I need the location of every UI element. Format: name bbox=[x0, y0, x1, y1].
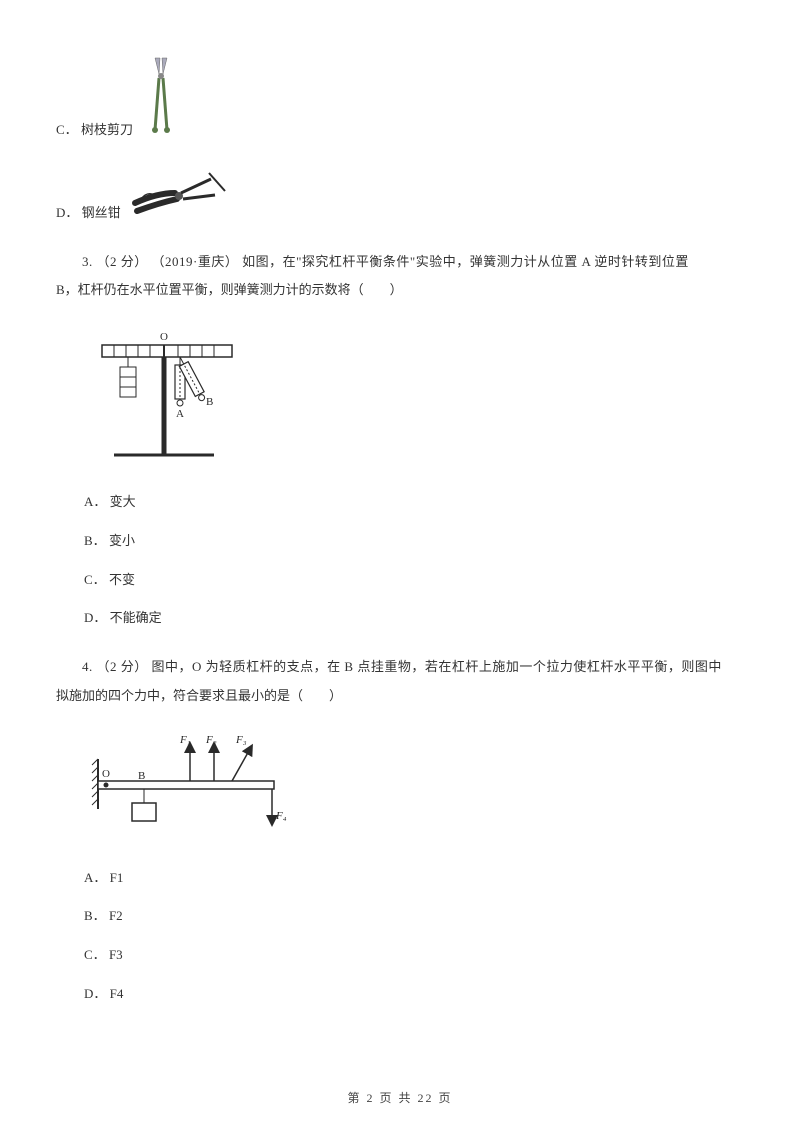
label-sep: ． bbox=[93, 908, 106, 923]
svg-text:F₃: F₃ bbox=[235, 734, 247, 746]
label-sep: ． bbox=[93, 947, 106, 962]
q4-points: （2 分） bbox=[97, 659, 148, 674]
svg-text:B: B bbox=[138, 770, 145, 782]
q4-figure: O B F₁ F₂ F₃ F₄ bbox=[84, 729, 744, 846]
q3-source: （2019·重庆） bbox=[152, 254, 239, 269]
q4-text-b: 拟施加的四个力中，符合要求且最小的是（ ） bbox=[56, 688, 342, 703]
label-letter: B bbox=[84, 908, 93, 923]
footer-middle: 页 共 bbox=[374, 1091, 417, 1105]
svg-text:B: B bbox=[206, 396, 213, 408]
svg-text:O: O bbox=[102, 768, 110, 780]
label-letter: D bbox=[84, 610, 93, 625]
svg-text:F₄: F₄ bbox=[275, 810, 287, 822]
q4-text-a: 图中，O 为轻质杠杆的支点，在 B 点挂重物，若在杠杆上施加一个拉力使杠杆水平平… bbox=[152, 659, 722, 674]
label-letter: C bbox=[84, 572, 93, 587]
page-footer: 第 2 页 共 22 页 bbox=[0, 1089, 800, 1108]
svg-text:A: A bbox=[176, 408, 184, 420]
option-text: 变小 bbox=[109, 533, 135, 548]
option-text: F3 bbox=[109, 947, 123, 962]
q2-option-d: D． 钢丝钳 bbox=[56, 167, 744, 224]
wire-cutter-icon bbox=[127, 167, 227, 224]
svg-text:F₁: F₁ bbox=[179, 734, 191, 746]
footer-total: 22 bbox=[418, 1091, 434, 1105]
label-letter: A bbox=[84, 494, 93, 509]
q3-text-a: 如图，在"探究杠杆平衡条件"实验中，弹簧测力计从位置 A 逆时针转到位置 bbox=[242, 254, 689, 269]
q4-number: 4. bbox=[82, 659, 93, 674]
q3-text-b: B，杠杆仍在水平位置平衡，则弹簧测力计的示数将（ ） bbox=[56, 282, 403, 297]
question-3: 3. （2 分） （2019·重庆） 如图，在"探究杠杆平衡条件"实验中，弹簧测… bbox=[56, 252, 744, 273]
question-3-line2: B，杠杆仍在水平位置平衡，则弹簧测力计的示数将（ ） bbox=[56, 280, 744, 301]
q4-option-d: D． F4 bbox=[84, 984, 744, 1005]
q3-option-c: C． 不变 bbox=[84, 570, 744, 591]
question-4: 4. （2 分） 图中，O 为轻质杠杆的支点，在 B 点挂重物，若在杠杆上施加一… bbox=[56, 657, 744, 678]
q3-number: 3. bbox=[82, 254, 93, 269]
footer-prefix: 第 bbox=[347, 1091, 366, 1105]
footer-suffix: 页 bbox=[434, 1091, 453, 1105]
option-text: 钢丝钳 bbox=[82, 205, 121, 220]
q2-option-c: C． 树枝剪刀 bbox=[56, 56, 744, 141]
label-letter: B bbox=[84, 533, 93, 548]
label-sep: ． bbox=[93, 870, 106, 885]
label-sep: ． bbox=[93, 533, 106, 548]
option-text: 不能确定 bbox=[110, 610, 162, 625]
q4-option-b: B． F2 bbox=[84, 906, 744, 927]
label-letter: D bbox=[56, 205, 65, 220]
q4-option-a: A． F1 bbox=[84, 868, 744, 889]
option-text: F2 bbox=[109, 908, 123, 923]
q3-option-b: B． 变小 bbox=[84, 531, 744, 552]
label-sep: ． bbox=[93, 572, 106, 587]
label-letter: D bbox=[84, 986, 93, 1001]
q3-points: （2 分） bbox=[97, 254, 148, 269]
q3-option-d: D． 不能确定 bbox=[84, 608, 744, 629]
option-label: D． 钢丝钳 bbox=[56, 203, 121, 224]
q4-option-c: C． F3 bbox=[84, 945, 744, 966]
label-sep: ． bbox=[93, 610, 106, 625]
q3-option-a: A． 变大 bbox=[84, 492, 744, 513]
option-text: 变大 bbox=[110, 494, 136, 509]
q3-figure: O A B bbox=[84, 323, 744, 470]
svg-text:F₂: F₂ bbox=[205, 734, 217, 746]
question-text: 3. （2 分） （2019·重庆） 如图，在"探究杠杆平衡条件"实验中，弹簧测… bbox=[82, 254, 689, 269]
option-text: 不变 bbox=[109, 572, 135, 587]
option-text: 树枝剪刀 bbox=[81, 122, 133, 137]
svg-text:O: O bbox=[160, 331, 168, 343]
label-letter: C bbox=[84, 947, 93, 962]
label-sep: ． bbox=[65, 122, 78, 137]
label-letter: A bbox=[84, 870, 93, 885]
pruning-shears-icon bbox=[139, 56, 183, 141]
option-label: C． 树枝剪刀 bbox=[56, 120, 133, 141]
question-4-line2: 拟施加的四个力中，符合要求且最小的是（ ） bbox=[56, 686, 744, 707]
label-sep: ． bbox=[93, 494, 106, 509]
label-letter: C bbox=[56, 122, 65, 137]
label-sep: ． bbox=[65, 205, 78, 220]
option-text: F4 bbox=[110, 986, 124, 1001]
label-sep: ． bbox=[93, 986, 106, 1001]
question-text: 4. （2 分） 图中，O 为轻质杠杆的支点，在 B 点挂重物，若在杠杆上施加一… bbox=[82, 659, 722, 674]
option-text: F1 bbox=[110, 870, 124, 885]
